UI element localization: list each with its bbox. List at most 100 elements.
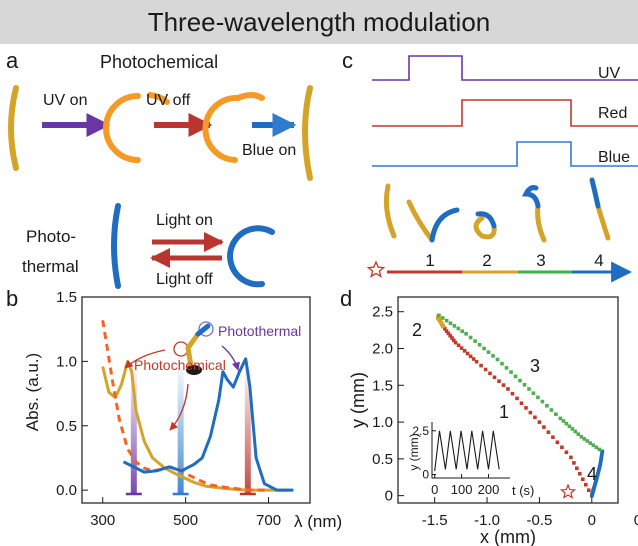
trajectory-point-2-35: [579, 435, 584, 439]
trajectory-point-2-41: [597, 447, 602, 452]
trajectory-point-0-20: [510, 391, 515, 396]
trajectory-point-2-33: [573, 429, 578, 434]
trajectory-point-2-27: [554, 412, 558, 416]
spectrum-x-tick-label-1: 500: [173, 512, 198, 529]
strip-frame-4-blue: [589, 177, 601, 209]
trajectory-point-0-27: [479, 363, 483, 368]
trajectory-y-tick-label-1: 0.5: [372, 451, 393, 468]
trajectory-point-0-35: [453, 340, 458, 345]
strip-recovered-gold: [302, 85, 313, 181]
trajectory-point-2-38: [588, 441, 593, 445]
trajectory-point-0-26: [483, 367, 488, 372]
absorbance-line-2: [122, 357, 294, 492]
photochemical-annotation: Photochemical: [134, 357, 226, 373]
blue-timing-label: Blue: [598, 149, 630, 166]
panel-b-label: b: [6, 286, 18, 311]
trajectory-point-0-33: [459, 346, 464, 350]
trajectory-point-2-1: [440, 316, 445, 320]
strip-straight-gold: [8, 85, 19, 171]
inset-line-0: [434, 430, 500, 472]
trajectory-point-2-40: [594, 445, 599, 450]
trajectory-x-axis-label: x (mm): [480, 527, 536, 546]
trajectory-point-2-31: [567, 424, 572, 429]
trajectory-point-0-16: [528, 410, 533, 415]
trajectory-point-2-11: [482, 346, 486, 351]
trajectory-point-2-22: [531, 391, 536, 395]
spectrum-x-axis-label: λ (nm): [294, 512, 342, 531]
trajectory-point-3-0: [600, 449, 605, 454]
trajectory-start-star-icon: [559, 483, 577, 499]
inset-y-axis-label: y (mm): [407, 433, 421, 470]
trajectory-point-2-24: [540, 399, 545, 404]
trajectory-point-3-4: [599, 457, 603, 461]
trajectory-point-2-17: [509, 370, 513, 374]
trajectory-y-tick-label-0: 0: [385, 488, 393, 505]
trajectory-point-0-11: [551, 435, 555, 439]
panel-a-label: a: [6, 48, 19, 73]
trajectory-x-tick-label-3: 0: [588, 512, 596, 529]
uv-timing-label: UV: [598, 65, 621, 82]
photothermal-annotation: Photothermal: [218, 323, 301, 339]
trajectory-point-0-21: [506, 387, 510, 391]
photothermal-label-2: thermal: [22, 257, 79, 276]
photochemical-pointer-uv: [124, 349, 166, 369]
trajectory-point-0-10: [555, 440, 560, 445]
inset-x-tick-label-0: 0: [431, 482, 438, 497]
actuator-base-icon: [186, 365, 202, 375]
trajectory-point-3-1: [600, 451, 604, 456]
trajectory-segment-label-3: 3: [530, 356, 540, 376]
red-timing-label: Red: [598, 105, 627, 122]
trajectory-point-0-38: [448, 333, 452, 338]
trajectory-point-2-6: [460, 329, 464, 333]
strip-frame-3-blue: [521, 185, 541, 209]
panel-c-label: c: [342, 48, 353, 73]
timeline-step-2: 2: [482, 251, 491, 270]
trajectory-series: [436, 313, 605, 498]
trajectory-plot-frame: [397, 296, 619, 504]
trajectory-y-tick-label-2: 1.0: [372, 414, 393, 431]
trajectory-point-0-40: [444, 329, 449, 333]
spectrum-chart: 300 500 700 0.0 0.5 1.0 1.5 λ (nm) Abs. (a.u.…: [23, 289, 342, 531]
figure-canvas: a Photochemical UV on UV off Blue on Pho…: [6, 48, 638, 546]
trajectory-point-2-18: [513, 374, 518, 379]
trajectory-point-2-5: [456, 326, 461, 331]
trajectory-point-0-24: [492, 375, 497, 380]
trajectory-point-0-4: [578, 472, 582, 476]
trajectory-point-2-7: [464, 332, 468, 336]
trajectory-point-2-13: [491, 354, 495, 358]
trajectory-y-tick-label-3: 1.5: [372, 377, 393, 394]
trajectory-point-2-21: [527, 387, 531, 391]
trajectory-x-tick-label-2: -0.5: [526, 512, 552, 529]
trajectory-point-2-15: [500, 361, 504, 366]
spectrum-y-tick-label-3: 1.5: [56, 289, 77, 306]
trajectory-point-2-30: [564, 421, 569, 426]
inset-x-tick-label-2: 200: [478, 482, 500, 497]
trajectory-point-0-39: [446, 331, 451, 336]
blue-timing-trace: [372, 141, 638, 167]
start-star-icon: [366, 260, 386, 278]
trajectory-segment-label-2: 2: [412, 320, 422, 340]
absorbance-series: [101, 319, 294, 492]
trajectory-point-3-5: [599, 459, 603, 463]
trajectory-point-0-25: [488, 371, 492, 376]
trajectory-point-2-26: [549, 408, 554, 412]
trajectory-x-tick-label-4: 0.5: [634, 512, 638, 529]
trajectory-point-0-3: [581, 477, 585, 481]
trajectory-point-2-2: [444, 318, 449, 323]
timeline-step-3: 3: [536, 251, 545, 270]
trajectory-x-tick-label-0: -1.5: [422, 512, 448, 529]
spectrum-x-ticks: 300 500 700: [90, 497, 281, 529]
trajectory-point-2-25: [545, 404, 549, 408]
trajectory-point-0-22: [501, 383, 506, 387]
trajectory-point-0-8: [564, 450, 569, 455]
trajectory-point-2-4: [452, 324, 457, 328]
trajectory-point-3-10: [597, 468, 601, 472]
trajectory-point-0-36: [452, 338, 456, 343]
photochemical-heading: Photochemical: [100, 52, 218, 72]
trajectory-point-3-28: [590, 493, 594, 498]
trajectory-point-2-9: [473, 339, 477, 343]
trajectory-point-3-3: [599, 455, 604, 459]
inset-x-tick-label-1: 100: [451, 482, 473, 497]
spectrum-y-tick-label-1: 0.5: [56, 418, 77, 435]
photothermal-target-ring: [198, 321, 214, 337]
